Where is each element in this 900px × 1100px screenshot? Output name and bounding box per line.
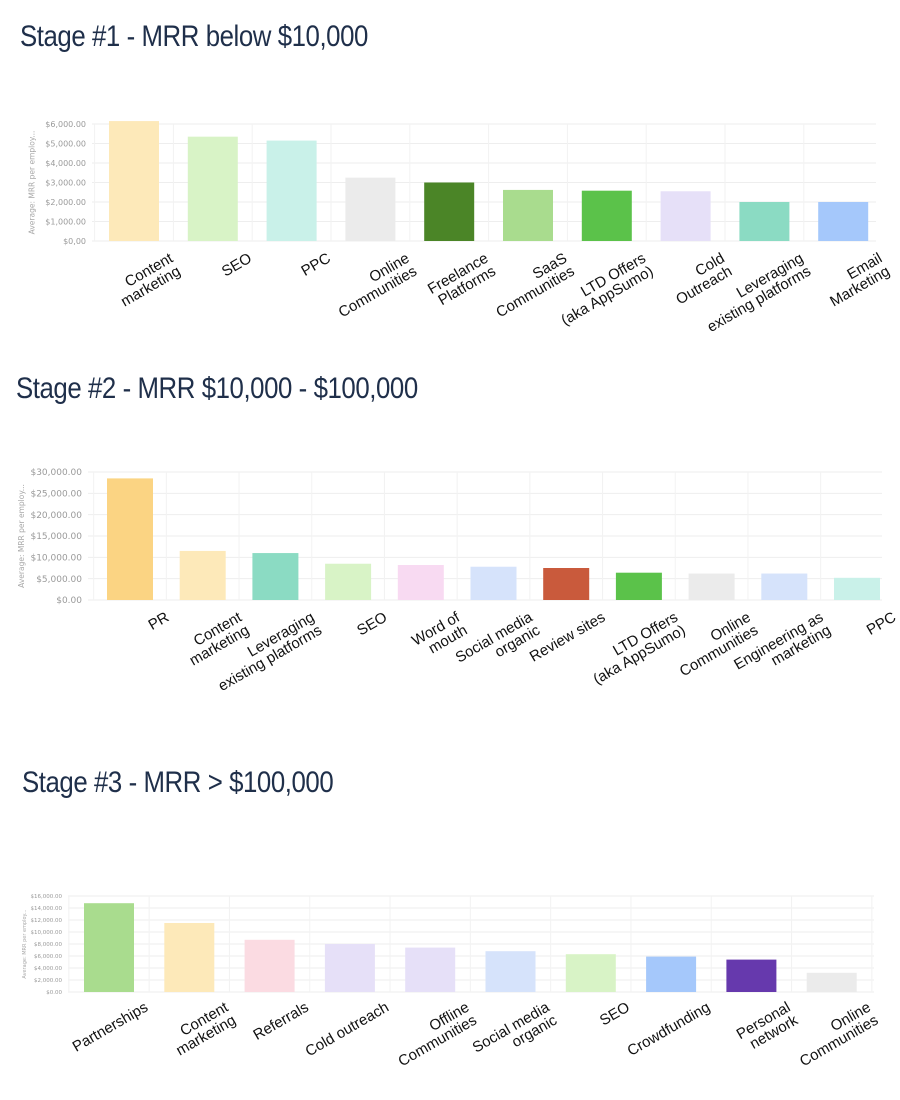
x-tick-label: Referrals xyxy=(250,999,311,1044)
bar xyxy=(543,568,590,600)
y-tick-label: $0.00 xyxy=(46,990,62,996)
bar xyxy=(324,944,375,992)
stage-2-bar-chart: $0.00 $5,000.00 $10,000.00 $15,000.00 $20,00… xyxy=(17,468,899,695)
y-tick-label: $16,000.00 xyxy=(31,894,63,900)
y-tick-label: $3,000.00 xyxy=(45,178,86,187)
x-tick-label: OfflineCommunities xyxy=(388,999,480,1070)
bar xyxy=(84,903,134,992)
y-tick-label: $25,000.00 xyxy=(30,489,82,499)
bar xyxy=(397,565,444,600)
x-tick-label: SEO xyxy=(597,999,633,1030)
y-tick-label: $1,000.00 xyxy=(45,217,86,226)
y-tick-label: $0.00 xyxy=(56,596,82,606)
bar xyxy=(345,177,396,241)
x-tick-label: Social mediaorganic xyxy=(453,608,544,679)
x-tick-label: Contentmarketing xyxy=(179,608,253,669)
bar xyxy=(325,563,372,600)
y-tick-label: $5,000.00 xyxy=(45,139,86,148)
y-tick-label: $20,000.00 xyxy=(30,511,82,521)
stage-3-title: Stage #3 - MRR > $100,000 xyxy=(22,766,334,799)
bar xyxy=(834,577,880,600)
y-tick-label: $2,000.00 xyxy=(45,198,86,207)
stage-1-title: Stage #1 - MRR below $10,000 xyxy=(20,20,368,53)
x-tick-label: FreelancePlatforms xyxy=(425,250,499,311)
x-tick-label: Personalnetwork xyxy=(734,998,802,1056)
x-tick-label: OnlineCommunities xyxy=(328,250,420,321)
y-axis-label: Average: MRR per employ... xyxy=(27,131,36,235)
bar xyxy=(405,947,456,992)
bar xyxy=(244,939,295,992)
x-tick-label: Partnerships xyxy=(70,999,151,1056)
bar xyxy=(646,956,697,992)
y-tick-label: $5,000.00 xyxy=(36,575,82,585)
x-tick-label: OnlineCommunities xyxy=(669,609,761,680)
y-tick-label: $6,000.00 xyxy=(34,954,62,960)
bar xyxy=(109,121,159,241)
y-tick-label: $30,000.00 xyxy=(30,468,82,478)
bar xyxy=(660,191,711,241)
bar xyxy=(424,182,475,241)
bar xyxy=(470,566,517,600)
bar xyxy=(266,140,317,241)
bar xyxy=(565,954,616,992)
bar xyxy=(503,189,553,241)
x-tick-label: Contentmarketing xyxy=(110,249,184,310)
y-tick-label: $0,00 xyxy=(63,237,86,246)
x-tick-label: EmailMarketing xyxy=(820,250,893,311)
stage-1-bar-chart: $0,00 $1,000.00 $2,000.00 $3,000.00 $4,000.0… xyxy=(27,120,893,336)
x-tick-label: Social mediaorganic xyxy=(470,998,561,1069)
x-tick-label: PPC xyxy=(864,609,899,639)
bar xyxy=(187,136,238,241)
x-tick-label: Contentmarketing xyxy=(166,998,240,1059)
y-tick-label: $4,000.00 xyxy=(45,159,86,168)
y-tick-label: $4,000.00 xyxy=(34,966,62,972)
x-tick-label: PR xyxy=(145,609,172,634)
y-tick-label: $8,000.00 xyxy=(34,942,62,948)
bar xyxy=(818,202,869,241)
x-tick-label: ColdOutreach xyxy=(666,250,735,309)
bar xyxy=(761,573,808,600)
x-tick-label: SEO xyxy=(354,609,390,640)
bar xyxy=(179,550,226,600)
y-axis-label: Average: MRR per employ... xyxy=(22,909,28,979)
y-tick-label: $10,000.00 xyxy=(30,553,82,563)
bar xyxy=(581,190,632,241)
bar xyxy=(252,553,299,600)
y-axis-label: Average: MRR per employ... xyxy=(17,484,26,588)
bar xyxy=(806,972,857,992)
y-tick-label: $6,000.00 xyxy=(45,120,86,129)
y-tick-label: $10,000.00 xyxy=(31,930,63,936)
bar xyxy=(726,959,777,992)
x-tick-label: SEO xyxy=(219,250,255,281)
bar xyxy=(107,478,153,600)
stage-3-bar-chart: $0.00 $2,000.00 $4,000.00 $6,000.00 $8,000.0… xyxy=(22,894,881,1070)
stage-2-title: Stage #2 - MRR $10,000 - $100,000 xyxy=(16,372,418,405)
x-tick-label: Crowdfunding xyxy=(624,999,713,1060)
y-tick-label: $15,000.00 xyxy=(30,532,82,542)
x-tick-label: OnlineCommunities xyxy=(789,999,881,1070)
bar xyxy=(485,951,536,992)
bar xyxy=(739,202,790,241)
y-tick-label: $14,000.00 xyxy=(31,906,63,912)
bar xyxy=(688,573,735,600)
x-tick-label: PPC xyxy=(298,250,333,280)
y-tick-label: $2,000.00 xyxy=(34,978,62,984)
bar xyxy=(615,572,662,600)
x-tick-label: Cold outreach xyxy=(303,999,392,1060)
bar xyxy=(164,923,215,992)
y-tick-label: $12,000.00 xyxy=(31,918,63,924)
